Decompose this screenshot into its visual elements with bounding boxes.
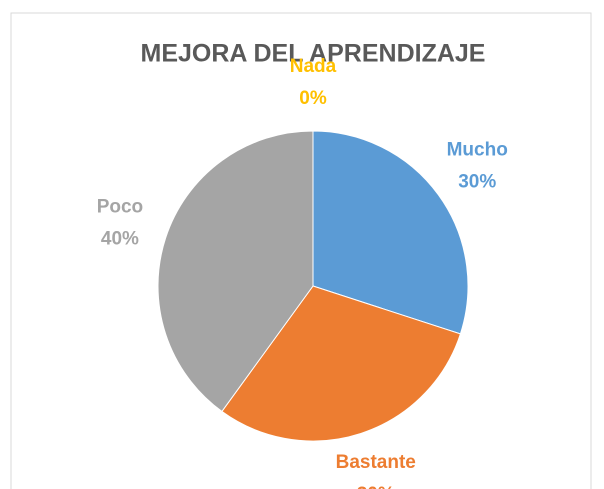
pie-slice bbox=[312, 130, 469, 335]
slice-value-label: 0% bbox=[299, 88, 327, 109]
slice-value-label: 40% bbox=[101, 228, 139, 249]
slice-category-label: Mucho bbox=[447, 140, 508, 161]
slice-value-label: 30% bbox=[357, 484, 395, 489]
chart-title: MEJORA DEL APRENDIZAJE bbox=[141, 40, 486, 68]
slice-value-label: 30% bbox=[458, 172, 496, 193]
slice-category-label: Nada bbox=[290, 56, 337, 77]
slice-category-label: Bastante bbox=[336, 452, 416, 473]
pie-slice bbox=[157, 130, 314, 413]
slice-category-label: Poco bbox=[97, 196, 143, 217]
pie-slice bbox=[221, 285, 462, 442]
